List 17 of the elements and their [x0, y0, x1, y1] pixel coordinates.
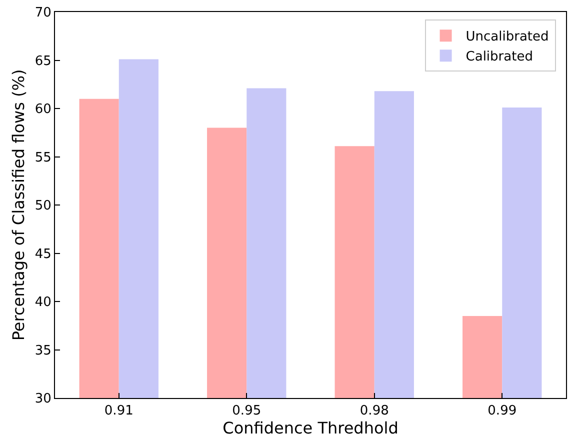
x-tick-label: 0.99: [488, 404, 517, 419]
legend-label: Calibrated: [466, 50, 533, 65]
y-tick-label: 65: [34, 54, 52, 69]
x-axis-title: Confidence Thredhold: [222, 418, 398, 438]
y-tick-label: 70: [34, 6, 52, 21]
legend-label: Uncalibrated: [466, 30, 549, 45]
y-tick-label: 55: [34, 150, 52, 166]
y-tick-label: 40: [34, 295, 52, 310]
y-axis-title: Percentage of Classified flows (%): [8, 69, 28, 341]
x-tick-label: 0.91: [104, 404, 134, 419]
y-tick-label: 35: [34, 343, 52, 358]
y-tick-label: 60: [34, 102, 52, 118]
x-tick-label: 0.98: [360, 404, 389, 419]
x-tick-label: 0.95: [232, 404, 262, 419]
y-tick-label: 30: [34, 392, 52, 407]
y-tick-label: 45: [34, 246, 52, 262]
y-tick-label: 50: [34, 198, 52, 214]
